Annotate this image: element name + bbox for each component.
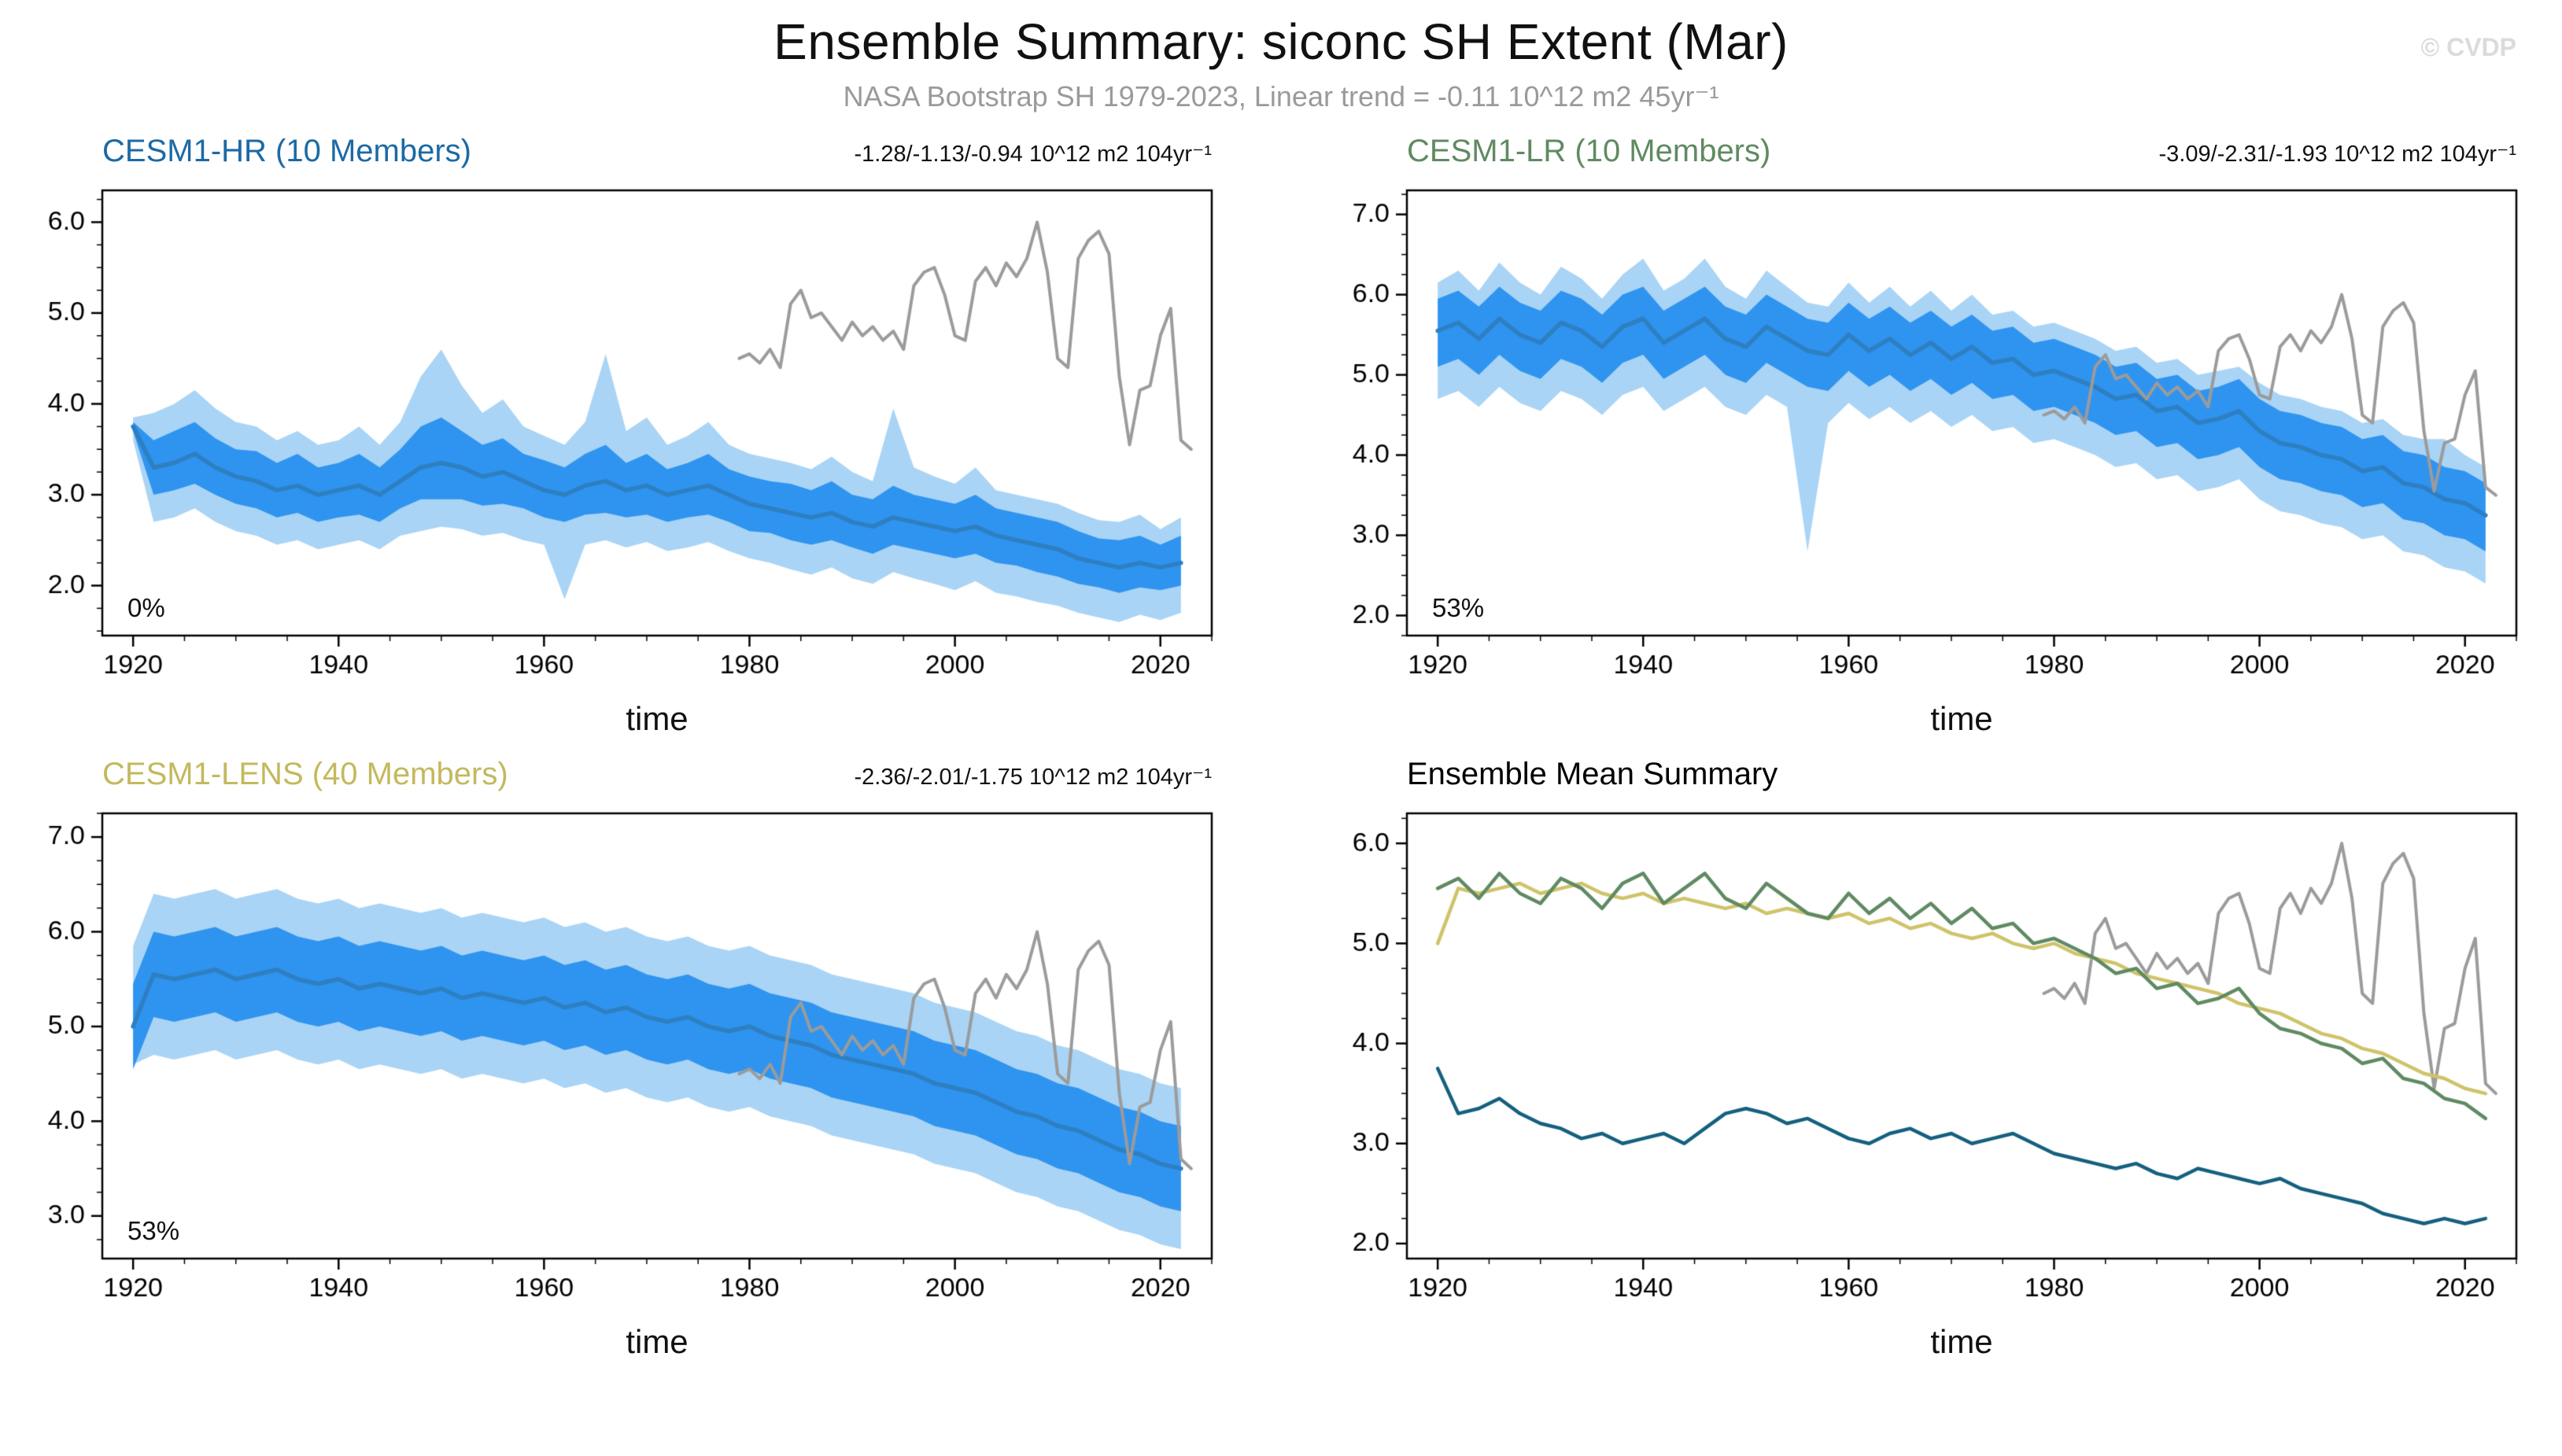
percent-label: 0% <box>127 593 165 622</box>
trend-annotation: -1.28/-1.13/-0.94 10^12 m2 104yr⁻¹ <box>854 142 1213 167</box>
panel-title: CESM1-HR (10 Members) <box>102 134 471 168</box>
cesm1-lr-plot-canvas <box>1328 178 2538 697</box>
panel-title: Ensemble Mean Summary <box>1407 757 1778 791</box>
trend-annotation: -3.09/-2.31/-1.93 10^12 m2 104yr⁻¹ <box>2158 142 2517 167</box>
panel-title: CESM1-LR (10 Members) <box>1407 134 1771 168</box>
x-axis-label: time <box>626 1323 688 1360</box>
figure-header: Ensemble Summary: siconc SH Extent (Mar)… <box>0 0 2562 113</box>
percent-label: 53% <box>127 1216 180 1245</box>
cesm1-hr-plot-canvas <box>24 178 1234 697</box>
ensemble-mean-summary-plot-canvas <box>1328 801 2538 1320</box>
panel-title: CESM1-LENS (40 Members) <box>102 757 508 791</box>
cvdp-watermark: © CVDP <box>2420 33 2516 61</box>
cesm1-lens-plot-canvas <box>24 801 1234 1320</box>
panel-cesm1-lens-header: CESM1-LENS (40 Members) -2.36/-2.01/-1.7… <box>24 757 1234 801</box>
panel-cesm1-hr: CESM1-HR (10 Members) -1.28/-1.13/-0.94 … <box>24 134 1234 738</box>
panel-ensemble-mean-summary-header: Ensemble Mean Summary <box>1328 757 2538 801</box>
x-axis-label: time <box>1930 1323 1993 1360</box>
figure-subtitle: NASA Bootstrap SH 1979-2023, Linear tren… <box>843 80 1719 112</box>
panel-cesm1-lr: CESM1-LR (10 Members) -3.09/-2.31/-1.93 … <box>1328 134 2538 738</box>
ensemble-mean-summary-plot-area <box>1328 801 2538 1320</box>
percent-label: 53% <box>1432 593 1485 622</box>
trend-annotation: -2.36/-2.01/-1.75 10^12 m2 104yr⁻¹ <box>854 765 1213 790</box>
x-axis-label: time <box>626 700 688 737</box>
cesm1-hr-plot-area: 0% <box>24 178 1234 697</box>
panel-cesm1-lens: CESM1-LENS (40 Members) -2.36/-2.01/-1.7… <box>24 757 1234 1361</box>
panel-cesm1-lr-header: CESM1-LR (10 Members) -3.09/-2.31/-1.93 … <box>1328 134 2538 178</box>
cesm1-lens-plot-area: 53% <box>24 801 1234 1320</box>
panel-cesm1-hr-header: CESM1-HR (10 Members) -1.28/-1.13/-0.94 … <box>24 134 1234 178</box>
x-axis-label: time <box>1930 700 1993 737</box>
panel-ensemble-mean-summary: Ensemble Mean Summary time <box>1328 757 2538 1361</box>
figure-title: Ensemble Summary: siconc SH Extent (Mar) <box>773 13 1789 70</box>
cesm1-lr-plot-area: 53% <box>1328 178 2538 697</box>
panel-grid: CESM1-HR (10 Members) -1.28/-1.13/-0.94 … <box>0 113 2562 1361</box>
